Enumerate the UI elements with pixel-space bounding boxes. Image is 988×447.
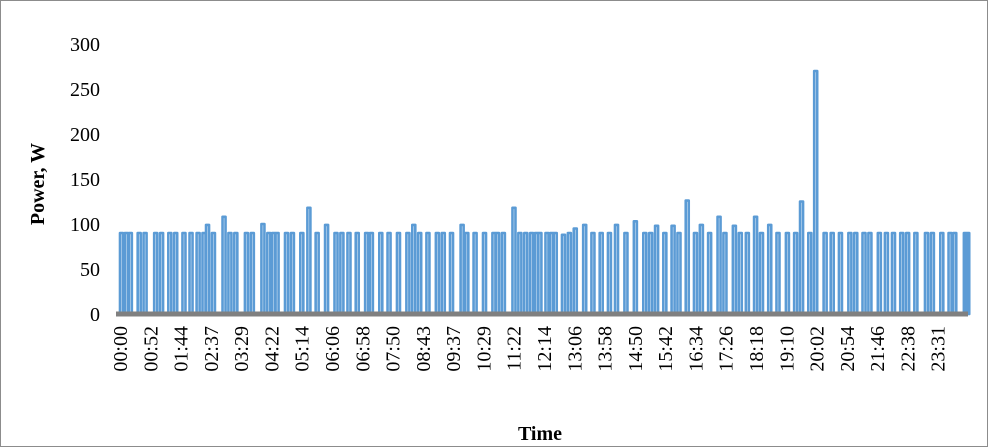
x-tick-label: 20:02 [807,326,829,372]
y-tick-label: 50 [80,259,100,281]
x-tick-label: 22:38 [897,326,919,372]
series-layer [116,69,971,317]
y-axis: 0 50 100 150 200 250 300 [70,34,100,326]
x-tick-label: 23:31 [928,326,950,372]
x-tick-label: 06:58 [352,326,374,372]
y-tick-label: 100 [70,214,100,236]
x-tick-label: 12:14 [534,326,556,372]
x-tick-label: 13:06 [564,326,586,372]
x-axis-title: Time [518,423,562,445]
x-axis: 00:00 00:52 01:44 02:37 03:29 04:22 05:14 06:06… [110,326,950,372]
power-series-line [118,69,971,316]
x-tick-label: 14:50 [625,326,647,372]
x-tick-label: 08:43 [413,326,435,372]
x-tick-label: 05:14 [292,326,314,372]
x-tick-label: 21:46 [867,326,889,372]
x-tick-label: 01:44 [171,326,193,372]
x-tick-label: 09:37 [443,326,465,372]
x-tick-label: 16:34 [685,326,707,372]
x-tick-label: 13:58 [595,326,617,372]
y-axis-title: Power, W [27,143,49,225]
x-tick-label: 15:42 [655,326,677,372]
x-tick-label: 04:22 [261,326,283,372]
y-tick-label: 0 [90,304,100,326]
x-tick-label: 20:54 [837,326,859,372]
x-tick-label: 07:50 [383,326,405,372]
x-tick-label: 02:37 [201,326,223,372]
x-tick-label: 17:26 [716,326,738,372]
x-tick-label: 11:22 [504,326,526,371]
x-tick-label: 00:52 [140,326,162,372]
y-tick-label: 150 [70,169,100,191]
y-tick-label: 250 [70,79,100,101]
x-tick-label: 06:06 [322,326,344,372]
x-tick-label: 03:29 [231,326,253,372]
x-tick-label: 19:10 [776,326,798,372]
y-tick-label: 300 [70,34,100,56]
x-tick-label: 00:00 [110,326,132,372]
x-tick-label: 10:29 [473,326,495,372]
x-tick-label: 18:18 [746,326,768,372]
y-tick-label: 200 [70,124,100,146]
